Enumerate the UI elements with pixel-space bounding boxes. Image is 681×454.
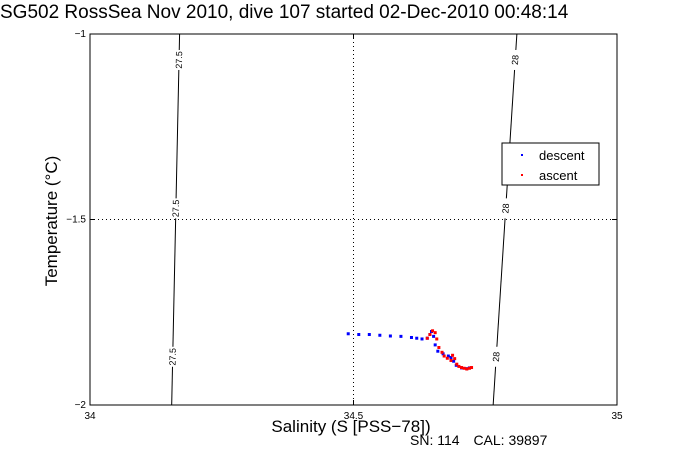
contour-label: 28 [500,203,511,214]
data-point-ascent [457,364,461,368]
data-point-ascent [453,357,457,361]
data-point-ascent [433,331,437,335]
data-point-descent [449,356,453,360]
data-point-ascent [431,329,435,333]
data-point-ascent [445,356,449,360]
density-contour-0 [171,33,181,406]
data-point-descent [367,333,371,337]
contour-label: 27.5 [174,51,184,69]
data-point-descent [378,333,382,337]
data-point-descent [415,336,419,340]
contour-label: 28 [510,55,521,66]
data-point-ascent [428,333,432,337]
x-axis-label: Salinity (S [PSS−78]) [271,417,431,436]
legend: descent ascent [501,142,600,186]
chart-title: SG502 RossSea Nov 2010, dive 107 started… [0,2,569,23]
y-tick-label: −1.5 [66,215,86,226]
density-contours: 27.5 27.5 27.5 28 28 28 [167,33,521,406]
legend-label-ascent: ascent [539,168,578,183]
data-point-ascent [465,367,469,371]
contour-label-gap [500,198,511,219]
legend-marker-descent [521,154,523,156]
legend-marker-ascent [521,174,523,176]
contour-label-gap [174,49,185,70]
contour-label: 27.5 [168,348,178,366]
data-point-descent [346,332,350,336]
data-point-descent [452,359,456,363]
data-point-ascent [435,337,439,341]
contour-label-gap [510,49,521,70]
contour-label-gap [167,346,178,367]
data-point-descent [357,333,361,337]
legend-box [501,142,600,186]
data-point-ascent [470,366,474,370]
calibration: CAL: 39897 [473,432,548,448]
x-tick-label: 34.5 [344,411,364,422]
density-contour-1 [492,33,518,406]
data-point-ascent [460,366,464,370]
data-points [346,329,474,371]
data-point-ascent [440,350,444,354]
legend-label-descent: descent [539,148,585,163]
data-point-ascent [437,345,441,349]
x-tick-label: 35 [611,411,623,422]
footer-info: SN: 114 CAL: 39897 [410,432,557,448]
x-tick-label: 34 [84,411,96,422]
data-point-ascent [449,358,453,362]
data-point-ascent [467,366,471,370]
data-point-ascent [451,353,455,357]
data-point-ascent [442,354,446,358]
contour-label: 28 [491,351,502,362]
data-point-ascent [425,336,429,340]
data-point-descent [433,343,437,347]
data-point-ascent [462,366,466,370]
contour-label-gap [491,346,502,367]
y-tick-label: −1 [75,29,87,40]
data-point-descent [420,337,424,341]
data-point-descent [432,334,436,338]
data-point-ascent [455,362,459,366]
axis-ticks: 34 34.5 35 −1 −1.5 −2 [66,29,623,422]
y-tick-label: −2 [75,400,87,411]
serial-number: SN: 114 [410,432,460,448]
contour-label: 27.5 [171,199,181,217]
data-point-descent [436,349,440,353]
y-axis-label: Temperature (°C) [42,155,61,287]
data-point-descent [446,354,450,358]
data-point-descent [388,334,392,338]
data-point-descent [409,335,413,339]
contour-label-gap [170,198,181,219]
data-point-descent [399,334,403,338]
